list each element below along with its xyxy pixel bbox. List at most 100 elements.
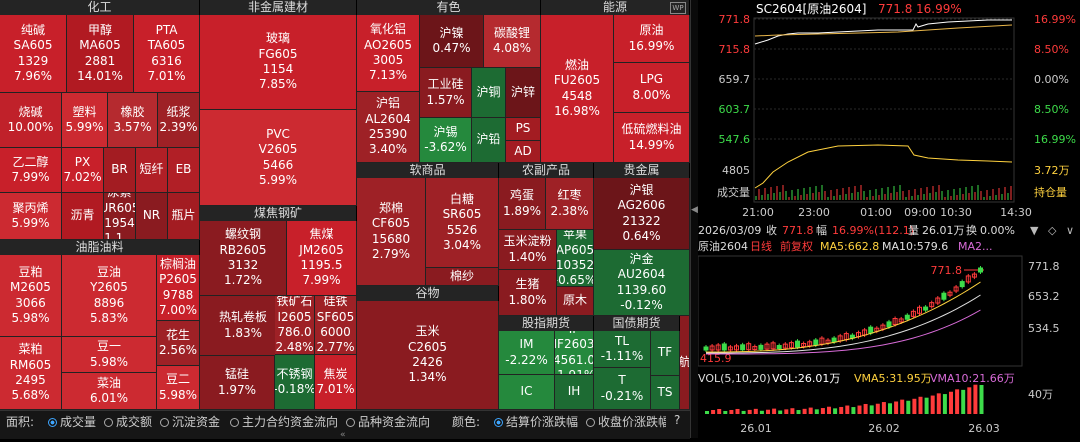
sector-header-bond-futures[interactable]: 国债期货 [594,316,680,331]
heatmap-tile[interactable]: 沪锡 -3.62% [420,118,472,163]
area-option-variety-flow[interactable]: 品种资金流向 [346,413,430,430]
sector-header-building[interactable]: 非金属建材 [200,0,357,15]
heatmap-tile[interactable]: IFIF26034561.0-1.91% [555,331,594,375]
heatmap-tile[interactable]: T -0.21% [594,368,651,410]
heatmap-tile[interactable]: 玻璃 FG605 1154 7.85% [200,15,357,110]
heatmap-tile[interactable]: 花生 2.56% [157,321,200,366]
heatmap-tile[interactable]: 沪铜 [472,68,506,118]
sector-header-chem[interactable]: 化工 [0,0,200,15]
heatmap-tile[interactable]: NR [136,193,168,240]
heatmap-tile[interactable]: 氧化铝 AO2605 3005 7.13% [357,15,420,92]
heatmap-tile[interactable]: 热轧卷板 1.83% [200,296,287,356]
heatmap-tile[interactable]: PS [506,118,541,141]
quote-price: 771.8 [878,2,912,16]
heatmap-tile[interactable]: 聚丙烯 5.99% [0,193,62,240]
heatmap-tile[interactable]: IM -2.22% [499,331,555,375]
heatmap-tile[interactable]: 菜粕 RM605 2495 5.68% [0,337,62,410]
heatmap-tile[interactable]: 橡胶 3.57% [108,93,158,148]
color-option-close[interactable]: 收盘价涨跌幅 [586,413,666,430]
heatmap-tile[interactable]: EB [168,148,200,193]
heatmap-tile[interactable]: 尿素UR60519541.1... [104,193,136,240]
heatmap-tile[interactable]: TL -1.11% [594,331,651,368]
heatmap-tile[interactable]: 不锈钢 -0.18% [275,355,315,410]
heatmap-tile[interactable]: 棉纱 [426,268,499,286]
quote-charts[interactable]: SC2604[原油2604] 771.8 16.99% 771.8 715.8 659.7… [697,0,1080,438]
sector-header-nonferrous[interactable]: 有色 [357,0,541,15]
heatmap-tile[interactable]: 豆一 5.98% [62,337,157,373]
heatmap-tile[interactable]: 红枣 2.38% [546,178,594,230]
color-option-settle[interactable]: 结算价涨跌幅 [494,413,578,430]
sector-header-grains[interactable]: 谷物 [357,286,499,301]
heatmap-tile[interactable]: 白糖 SR605 5526 3.04% [426,178,499,268]
heatmap-tile[interactable]: BR [104,148,136,193]
heatmap-tile[interactable]: 纸浆 2.39% [158,93,200,148]
heatmap-tile[interactable]: 短纤 [136,148,168,193]
heatmap-tile[interactable]: 沪银 AG2606 21322 0.64% [594,178,690,250]
sector-header-precious[interactable]: 贵金属 [594,163,690,178]
heatmap-tile[interactable]: 燃油 FU2605 4548 16.98% [541,15,614,163]
heatmap-tile[interactable]: 锰硅 1.97% [200,356,275,410]
heatmap-tile[interactable]: 沥青 [62,193,104,240]
heatmap-tile[interactable]: 豆粕 M2605 3066 5.98% [0,255,62,337]
heatmap-tile[interactable]: IH [555,375,594,410]
heatmap-tile[interactable]: 豆二 5.98% [157,366,200,410]
heatmap-tile[interactable]: 郑棉 CF605 15680 2.79% [357,178,426,286]
tile-name: 棕榈油 [159,256,196,271]
sector-header-steel[interactable]: 煤焦钢矿 [200,206,357,221]
heatmap-tile[interactable]: 鸡蛋 1.89% [499,178,546,230]
heatmap-tile[interactable]: LPG 8.00% [614,63,690,113]
heatmap-tile[interactable]: 航 [680,316,690,410]
heatmap-tile[interactable]: 原木 [557,287,594,316]
heatmap-tile[interactable]: 工业硅 1.57% [420,68,472,118]
sector-header-index-futures[interactable]: 股指期货 [499,316,594,331]
heatmap-tile[interactable]: TF [651,331,680,376]
area-option-turnover[interactable]: 成交额 [104,413,152,430]
heatmap-tile[interactable]: 硅铁 SF605 6000 2.77% [315,296,357,355]
panel-splitter[interactable]: ◀ [690,0,699,438]
wp-icon[interactable]: WP [670,2,686,14]
heatmap-tile[interactable]: 瓶片 [168,193,200,240]
heatmap-tile[interactable]: 菜油 6.01% [62,373,157,410]
heatmap-tile[interactable]: 铁矿石 I2605 786.0 2.48% [275,296,315,355]
heatmap-tile[interactable]: 棕榈油 P2605 9788 7.00% [157,255,200,321]
help-icon[interactable]: ? [674,413,681,427]
heatmap-tile[interactable]: 甲醇 MA605 2881 14.01% [67,15,134,93]
heatmap-tile[interactable]: 沪金 AU2604 1139.60 -0.12% [594,250,690,316]
heatmap-tile[interactable]: 沪铅 [472,118,506,163]
sector-header-softs[interactable]: 软商品 [357,163,499,178]
heatmap-tile[interactable]: IC [499,375,555,410]
expand-icon[interactable]: « [340,430,346,440]
heatmap-tile[interactable]: AD [506,141,541,163]
heatmap-tile[interactable]: 低硫燃料油 14.99% [614,113,690,163]
heatmap-tile[interactable]: 烧碱 10.00% [0,93,62,148]
sector-header-agri[interactable]: 农副产品 [499,163,594,178]
heatmap-tile[interactable]: 纯碱 SA605 1329 7.96% [0,15,67,93]
heatmap-tile[interactable]: PX 7.02% [62,148,104,193]
heatmap-tile[interactable]: 原油 16.99% [614,15,690,63]
heatmap-tile[interactable]: 塑料 5.99% [62,93,108,148]
heatmap-tile[interactable]: 乙二醇 7.99% [0,148,62,193]
sector-header-energy[interactable]: 能源 WP [541,0,690,15]
heatmap-tile[interactable]: 生猪 1.80% [499,270,557,316]
heatmap-tile[interactable]: PVC V2605 5466 5.99% [200,110,357,206]
area-option-main-flow[interactable]: 主力合约资金流向 [230,413,338,430]
sector-header-oilseeds[interactable]: 油脂油料 [0,240,200,255]
heatmap-tile[interactable]: TS [651,376,680,410]
daily-volume-bar [790,408,795,414]
heatmap-tile[interactable]: 玉米淀粉 1.40% [499,230,557,270]
heatmap-tile[interactable]: PTA TA605 6316 7.01% [134,15,200,93]
collapse-arrow-icon[interactable]: ◀ [691,205,698,215]
heatmap-tile[interactable]: 碳酸锂 4.08% [484,15,541,68]
heatmap-tile[interactable]: 螺纹钢 RB2605 3132 1.72% [200,221,287,296]
heatmap-tile[interactable]: 沪镍 0.47% [420,15,484,68]
heatmap-tile[interactable]: 沪铝 AL2604 25390 3.40% [357,92,420,163]
heatmap-tile[interactable]: 玉米 C2605 2426 1.34% [357,301,499,410]
heatmap-tile[interactable]: 豆油 Y2605 8896 5.83% [62,255,157,337]
area-option-capital[interactable]: 沉淀资金 [160,413,220,430]
heatmap-tile[interactable]: 焦煤 JM2605 1195.5 7.99% [287,221,357,296]
area-option-volume[interactable]: 成交量 [48,413,96,430]
heatmap-tile[interactable]: 沪锌 [506,68,541,118]
vol-indicator: VMA10:21.66万 [930,372,1015,385]
heatmap-tile[interactable]: 焦炭 7.01% [315,355,357,410]
